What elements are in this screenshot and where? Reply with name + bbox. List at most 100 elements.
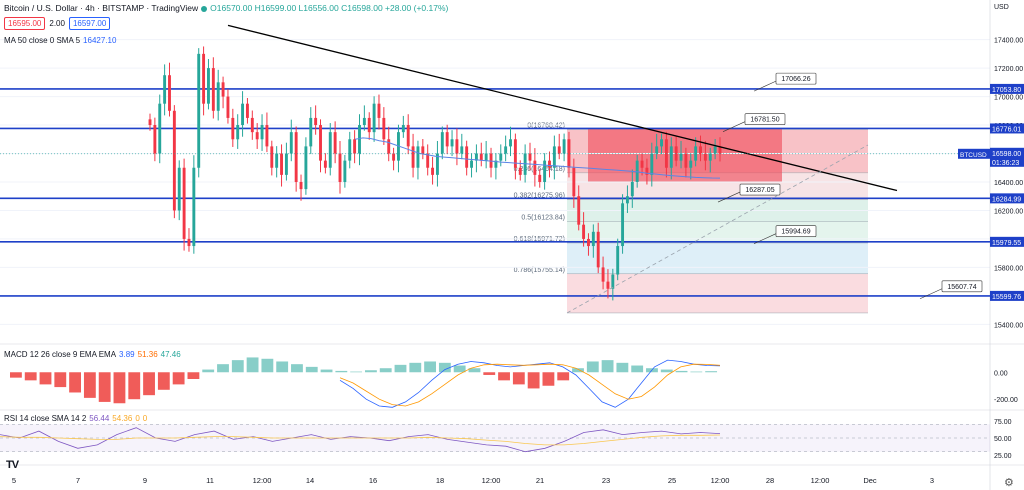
macd-hist-bar-47 xyxy=(705,371,718,373)
level-tag-label-0: 17053.80 xyxy=(992,87,1021,94)
macd-hist-bar-7 xyxy=(113,372,126,404)
ohlc-readout: O16570.00 H16599.00 L16556.00 C16598.00 … xyxy=(210,3,449,13)
candle-body-0 xyxy=(148,119,152,126)
fib-label-5: 0.786(15755.14) xyxy=(514,267,565,274)
macd-hist-bar-20 xyxy=(305,366,318,373)
macd-hist-bar-18 xyxy=(276,361,289,373)
x-tick-12: 12:00 xyxy=(711,476,730,485)
macd-hist-bar-16 xyxy=(246,357,259,373)
candle-body-61 xyxy=(445,132,449,147)
candle-body-48 xyxy=(382,117,386,140)
candle-body-26 xyxy=(275,153,279,168)
macd-pane xyxy=(10,357,721,408)
macd-legend[interactable]: MACD 12 26 close 9 EMA EMA 3.89 51.36 47.46 xyxy=(4,350,181,359)
candle-body-43 xyxy=(358,125,361,154)
candle-body-52 xyxy=(401,125,405,133)
candle-body-78 xyxy=(528,153,532,161)
candle-body-115 xyxy=(708,153,712,161)
macd-value-3: 47.46 xyxy=(160,350,181,359)
macd-hist-bar-17 xyxy=(261,358,274,373)
candle-body-28 xyxy=(284,153,288,175)
candle-body-105 xyxy=(660,139,663,147)
candle-body-33 xyxy=(309,117,313,147)
x-tick-10: 23 xyxy=(602,476,610,485)
candle-body-75 xyxy=(513,139,517,168)
macd-hist-bar-24 xyxy=(365,370,377,373)
symbol-title: Bitcoin / U.S. Dollar · 4h · BITSTAMP · … xyxy=(4,3,199,13)
candle-body-42 xyxy=(353,139,357,154)
buy-button[interactable]: 16597.00 xyxy=(68,17,111,30)
candle-body-69 xyxy=(484,153,488,161)
candle-body-40 xyxy=(343,160,347,182)
rsi-tick-2: 25.00 xyxy=(994,453,1012,460)
x-tick-5: 14 xyxy=(306,476,314,485)
rsi-tick-1: 50.00 xyxy=(994,436,1012,443)
macd-hist-bar-10 xyxy=(157,372,170,390)
macd-hist-bar-28 xyxy=(424,361,436,373)
candle-body-68 xyxy=(479,153,483,161)
candle-body-6 xyxy=(177,167,181,211)
callout-label-4: 15607.74 xyxy=(947,284,976,291)
macd-hist-bar-22 xyxy=(335,370,348,373)
tradingview-logo-icon[interactable]: TV xyxy=(6,459,19,471)
current-price-label: 16598.00 xyxy=(992,151,1021,158)
rsi-legend[interactable]: RSI 14 close SMA 14 2 56.44 54.36 0 0 xyxy=(4,414,147,423)
macd-hist-bar-44 xyxy=(660,369,673,373)
sell-button[interactable]: 16595.00 xyxy=(4,17,46,30)
macd-hist-bar-3 xyxy=(54,372,67,388)
fib-label-2: 0.382(16275.96) xyxy=(514,193,565,200)
candle-body-97 xyxy=(621,203,625,247)
macd-hist-bar-31 xyxy=(468,368,481,373)
candle-body-24 xyxy=(265,125,269,147)
trend-line xyxy=(227,24,898,192)
candle-body-113 xyxy=(699,146,702,154)
rsi-value-2: 54.36 xyxy=(112,414,133,423)
candle-body-50 xyxy=(392,153,396,161)
candle-body-29 xyxy=(289,132,293,154)
candle-body-74 xyxy=(509,139,512,147)
macd-hist-bar-41 xyxy=(616,362,629,373)
candle-body-7 xyxy=(182,167,186,239)
gear-icon[interactable]: ⚙ xyxy=(1004,477,1014,489)
fib-label-4: 0.618(15971.72) xyxy=(514,236,565,243)
x-tick-9: 21 xyxy=(536,476,544,485)
x-tick-16: 3 xyxy=(930,476,934,485)
rsi-line xyxy=(0,427,721,453)
candle-body-9 xyxy=(192,167,196,247)
macd-hist-bar-38 xyxy=(572,368,584,373)
candle-body-103 xyxy=(650,153,654,175)
level-tag-0 xyxy=(990,83,1024,94)
candle-body-57 xyxy=(426,153,430,168)
rsi-value-4: 0 xyxy=(142,414,148,423)
macd-hist-bar-21 xyxy=(320,369,333,373)
ma-label: MA 50 close 0 SMA 5 xyxy=(4,36,81,45)
ma-legend[interactable]: MA 50 close 0 SMA 5 16427.10 xyxy=(4,36,116,45)
lines-layer xyxy=(0,24,990,314)
candle-body-64 xyxy=(460,146,464,154)
candle-body-104 xyxy=(655,146,659,154)
callout-label-0: 17066.26 xyxy=(781,76,810,83)
level-tag-3 xyxy=(990,236,1024,247)
candle-body-18 xyxy=(236,125,240,140)
candle-body-3 xyxy=(163,75,167,104)
candle-body-114 xyxy=(703,153,707,161)
candle-body-41 xyxy=(348,139,352,161)
candle-body-108 xyxy=(674,146,678,161)
level-tag-label-3: 15979.55 xyxy=(992,240,1021,247)
candle-body-58 xyxy=(431,167,435,175)
candle-body-112 xyxy=(694,146,698,161)
candle-body-46 xyxy=(372,103,376,133)
fib-zone-3 xyxy=(567,221,868,243)
callout-label-1: 16781.50 xyxy=(750,117,779,124)
macd-hist-bar-42 xyxy=(631,365,644,373)
macd-hist-bar-9 xyxy=(143,372,155,396)
macd-hist-bar-14 xyxy=(217,364,229,373)
candle-body-90 xyxy=(587,238,590,247)
macd-hist-bar-5 xyxy=(83,372,96,398)
candle-body-20 xyxy=(245,103,249,118)
candle-body-35 xyxy=(319,125,322,161)
candle-body-79 xyxy=(533,160,537,175)
macd-hist-bar-39 xyxy=(586,361,599,373)
